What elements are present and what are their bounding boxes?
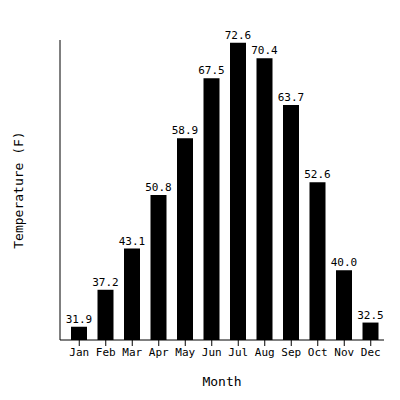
- svg-text:Temperature (F): Temperature (F): [11, 131, 26, 248]
- svg-text:40.0: 40.0: [331, 256, 358, 269]
- svg-text:37.2: 37.2: [92, 276, 119, 289]
- svg-text:70.4: 70.4: [251, 44, 278, 57]
- svg-text:52.6: 52.6: [304, 168, 331, 181]
- svg-text:43.1: 43.1: [119, 235, 146, 248]
- svg-text:Mar: Mar: [122, 346, 142, 359]
- svg-text:72.6: 72.6: [225, 29, 252, 42]
- svg-text:50.8: 50.8: [145, 181, 172, 194]
- svg-text:Feb: Feb: [96, 346, 116, 359]
- svg-text:67.5: 67.5: [198, 64, 225, 77]
- svg-text:Oct: Oct: [308, 346, 328, 359]
- svg-text:Nov: Nov: [334, 346, 354, 359]
- svg-text:63.7: 63.7: [278, 91, 305, 104]
- svg-text:32.5: 32.5: [357, 309, 384, 322]
- svg-text:58.9: 58.9: [172, 124, 199, 137]
- svg-text:Sep: Sep: [281, 346, 301, 359]
- svg-text:Apr: Apr: [149, 346, 169, 359]
- svg-text:Jun: Jun: [202, 346, 222, 359]
- svg-text:Jan: Jan: [69, 346, 89, 359]
- svg-text:Aug: Aug: [255, 346, 275, 359]
- svg-text:31.9: 31.9: [66, 313, 93, 326]
- svg-text:Month: Month: [202, 374, 241, 389]
- svg-text:Jul: Jul: [228, 346, 248, 359]
- svg-text:May: May: [175, 346, 195, 359]
- svg-text:Dec: Dec: [361, 346, 381, 359]
